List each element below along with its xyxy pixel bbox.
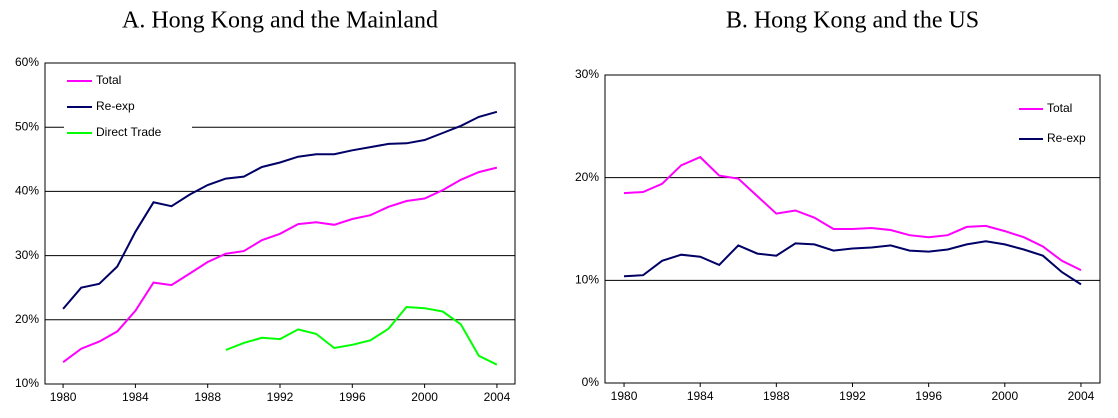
x-tick-label: 2004: [484, 390, 511, 404]
y-tick-label: 20%: [575, 170, 599, 184]
data-line: [623, 240, 1082, 286]
x-tick-label: 2004: [1068, 389, 1095, 403]
x-tick-label: 1996: [915, 389, 942, 403]
data-line: [623, 155, 1082, 271]
data-line: [62, 110, 498, 310]
x-tick-label: 1996: [339, 390, 366, 404]
plot-frame: [604, 74, 1101, 384]
legend-box: [64, 69, 192, 151]
y-tick-label: 50%: [15, 119, 39, 133]
y-tick-label: 30%: [575, 67, 599, 81]
y-tick-label: 0%: [582, 375, 600, 389]
x-tick-label: 1980: [611, 389, 638, 403]
x-tick-label: 1980: [50, 390, 77, 404]
x-tick-label: 1992: [839, 389, 866, 403]
legend-label: Total: [96, 73, 121, 87]
plot-frame: [44, 62, 516, 385]
y-tick-label: 10%: [575, 273, 599, 287]
data-line: [62, 166, 498, 364]
y-tick-label: 20%: [15, 312, 39, 326]
x-tick-label: 2000: [991, 389, 1018, 403]
legend-label: Re-exp: [96, 99, 135, 113]
data-line: [225, 305, 498, 366]
y-tick-label: 30%: [15, 248, 39, 262]
legend-label: Total: [1047, 101, 1072, 115]
chart-title: A. Hong Kong and the Mainland: [122, 8, 438, 34]
x-tick-label: 1992: [267, 390, 294, 404]
y-tick-label: 40%: [15, 184, 39, 198]
legend-label: Re-exp: [1047, 131, 1086, 145]
y-tick-label: 10%: [15, 376, 39, 390]
x-tick-label: 1984: [687, 389, 714, 403]
x-tick-label: 2000: [411, 390, 438, 404]
y-tick-label: 60%: [15, 55, 39, 69]
x-tick-label: 1988: [194, 390, 221, 404]
x-tick-label: 1984: [122, 390, 149, 404]
x-tick-label: 1988: [763, 389, 790, 403]
legend-label: Direct Trade: [96, 125, 162, 139]
chart-title: B. Hong Kong and the US: [726, 8, 979, 34]
